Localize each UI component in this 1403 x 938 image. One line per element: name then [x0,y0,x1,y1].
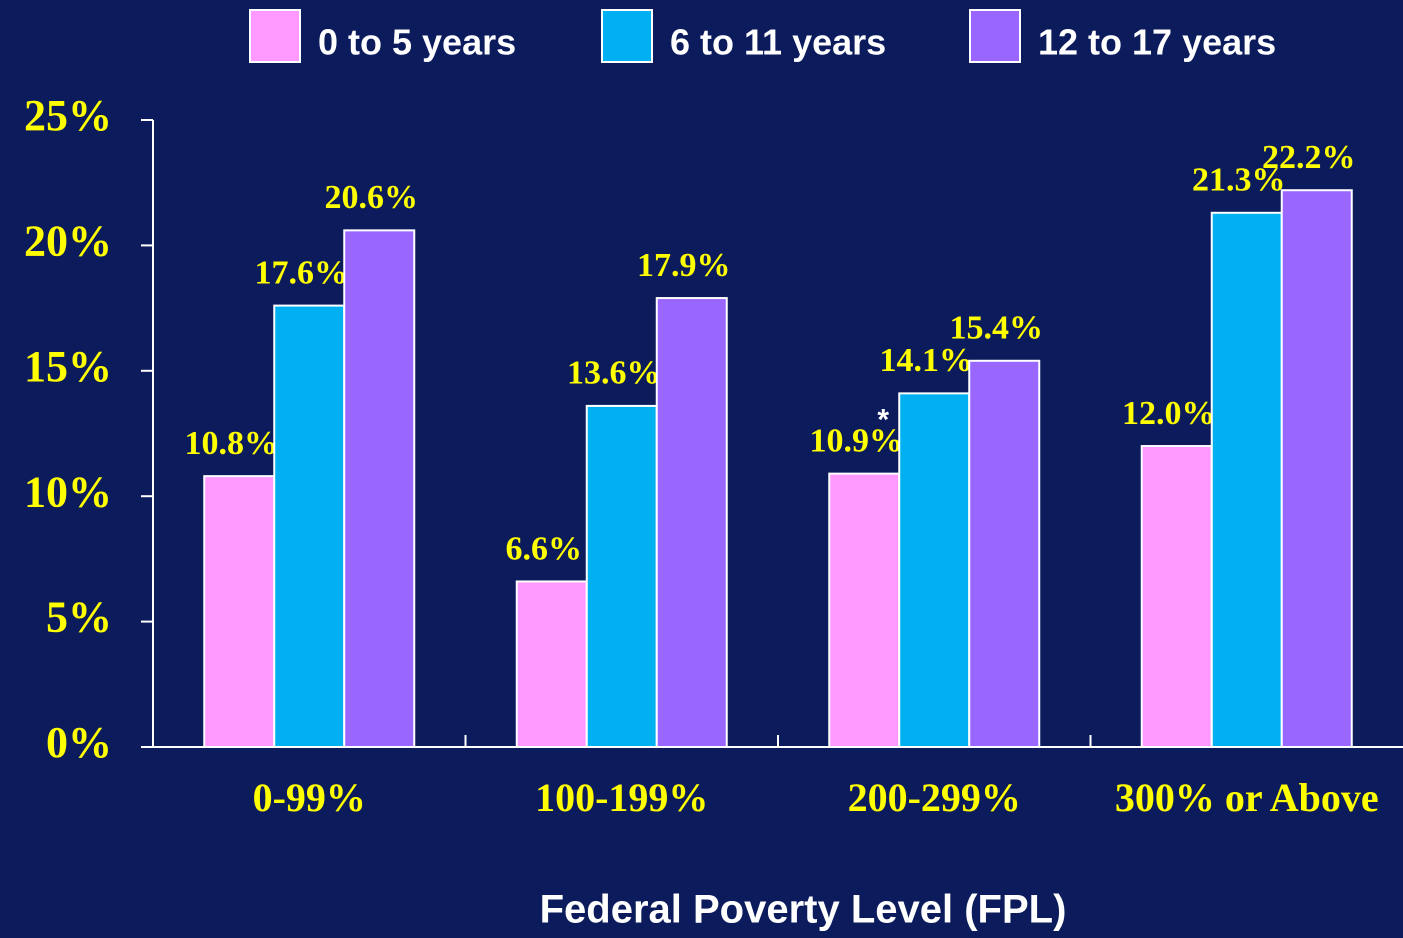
legend-label: 12 to 17 years [1038,22,1276,63]
value-label: 13.6% [567,355,661,392]
y-tick-label: 25% [24,91,112,140]
value-label: 21.3% [1192,162,1286,199]
bar [1210,211,1283,748]
x-tick-label: 0-99% [253,775,366,820]
y-tick-label: 10% [24,467,112,516]
y-tick-label: 15% [24,342,112,391]
value-label: 17.6% [255,254,349,291]
x-tick-label: 200-299% [848,775,1021,820]
value-label: 10.9% [810,422,904,459]
value-label: 20.6% [325,179,419,216]
y-tick-label: 5% [46,593,112,642]
bar [968,359,1041,748]
bar [515,580,588,748]
y-tick-label: 0% [46,718,112,767]
bar [655,297,728,748]
bar [1280,189,1353,748]
value-label: 10.8% [185,425,279,462]
value-label: 6.6% [506,530,583,567]
value-label: 15.4% [950,310,1044,347]
legend-swatch [969,9,1021,63]
bar [585,404,658,748]
annotation: * [877,403,889,436]
bar [1140,445,1213,748]
value-label: 14.1% [880,342,974,379]
value-label: 22.2% [1262,139,1356,176]
bar [203,475,276,748]
legend-label: 0 to 5 years [318,22,516,63]
bar [343,229,416,749]
x-axis-title: Federal Poverty Level (FPL) [540,888,1067,932]
value-label: 12.0% [1122,395,1216,432]
legend-label: 6 to 11 years [670,22,886,63]
y-tick-label: 20% [24,216,112,265]
legend-swatch [601,9,653,63]
value-label: 17.9% [637,247,731,284]
bar [898,392,971,748]
legend-swatch [249,9,301,63]
x-tick-label: 100-199% [535,775,708,820]
bar [273,304,346,748]
bar [828,472,901,748]
x-tick-label: 300% or Above [1115,775,1379,820]
